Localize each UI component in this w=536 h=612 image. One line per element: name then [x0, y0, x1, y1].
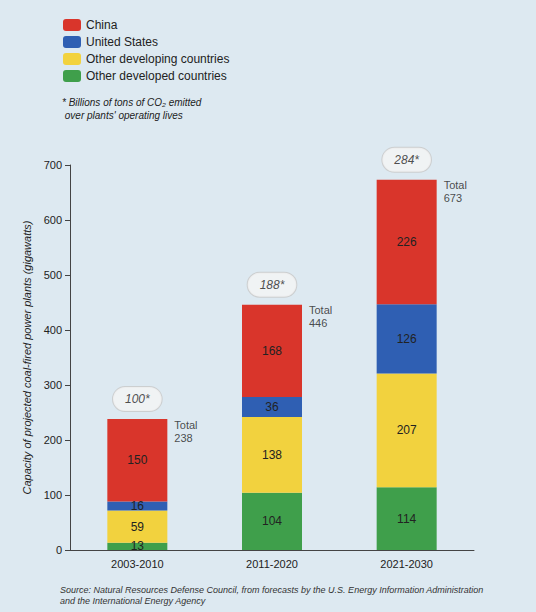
svg-text:2003-2010: 2003-2010 [111, 558, 164, 570]
svg-text:2011-2020: 2011-2020 [246, 558, 298, 570]
svg-text:Other developed countries: Other developed countries [86, 69, 227, 83]
svg-text:600: 600 [44, 214, 62, 226]
svg-text:673: 673 [444, 192, 462, 204]
svg-text:Total: Total [444, 179, 467, 191]
svg-text:500: 500 [44, 269, 62, 281]
svg-text:100: 100 [44, 489, 62, 501]
svg-text:China: China [86, 18, 118, 32]
svg-text:446: 446 [309, 317, 327, 329]
svg-text:207: 207 [397, 423, 417, 437]
svg-text:150: 150 [127, 453, 147, 467]
svg-text:Other developing countries: Other developing countries [86, 52, 229, 66]
svg-text:238: 238 [174, 432, 192, 444]
svg-text:16: 16 [131, 499, 145, 513]
svg-text:300: 300 [44, 379, 62, 391]
svg-text:36: 36 [265, 400, 279, 414]
svg-text:114: 114 [397, 512, 416, 526]
svg-text:* Billions of tons of CO₂ emit: * Billions of tons of CO₂ emitted [62, 97, 202, 108]
svg-text:200: 200 [44, 434, 62, 446]
svg-text:104: 104 [262, 514, 282, 528]
svg-text:over plants' operating lives: over plants' operating lives [62, 110, 183, 121]
svg-text:400: 400 [44, 324, 62, 336]
svg-text:284*: 284* [393, 153, 419, 167]
svg-text:168: 168 [262, 344, 282, 358]
svg-text:188*: 188* [260, 278, 285, 292]
svg-text:100*: 100* [125, 392, 150, 406]
svg-text:700: 700 [44, 159, 62, 171]
svg-text:Capacity of projected coal-fir: Capacity of projected coal-fired power p… [21, 220, 33, 494]
svg-text:226: 226 [397, 235, 417, 249]
svg-text:138: 138 [262, 448, 282, 462]
svg-text:Total: Total [174, 419, 197, 431]
svg-text:and the International Energy A: and the International Energy Agency [60, 596, 206, 606]
svg-text:2021-2030: 2021-2030 [380, 558, 433, 570]
svg-text:59: 59 [131, 520, 145, 534]
svg-text:United States: United States [86, 35, 158, 49]
svg-text:Source: Natural Resources Defe: Source: Natural Resources Defense Counci… [60, 585, 486, 595]
svg-text:13: 13 [131, 539, 145, 553]
svg-text:0: 0 [56, 544, 62, 556]
svg-text:126: 126 [397, 332, 417, 346]
svg-text:Total: Total [309, 304, 332, 316]
